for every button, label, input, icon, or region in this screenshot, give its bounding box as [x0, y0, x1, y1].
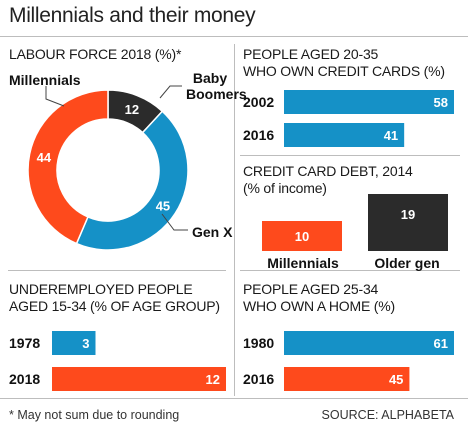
debt-value-older-gen: 19: [401, 207, 415, 222]
cc-cat-2002: 2002: [243, 94, 275, 110]
label-gen-x: Gen X: [192, 224, 233, 240]
cc-cat-2016: 2016: [243, 127, 275, 143]
debt-title-line-1: CREDIT CARD DEBT, 2014: [243, 163, 413, 179]
underemployed-title-line-1: UNDEREMPLOYED PEOPLE: [9, 281, 193, 297]
cc-value-2002: 58: [434, 95, 448, 110]
ue-value-1978: 3: [82, 336, 89, 351]
donut-value-gen-x: 45: [156, 199, 170, 214]
ue-bar-2018: [52, 367, 226, 391]
cc-bar-2016: [284, 123, 405, 147]
home-value-1980: 61: [434, 336, 448, 351]
bottom-divider: [0, 398, 468, 399]
right-divider-1: [240, 155, 460, 156]
home-title: PEOPLE AGED 25-34 WHO OWN A HOME (%): [243, 281, 463, 315]
labour-force-title: LABOUR FORCE 2018 (%)*: [9, 46, 182, 62]
ue-cat-1978: 1978: [9, 335, 41, 351]
ue-bar-1978: [52, 331, 96, 355]
leader-line-baby-boomers: [159, 85, 182, 99]
underemployed-title-line-2: AGED 15-34 (% of age group): [9, 298, 220, 314]
debt-cat-millennials: Millennials: [267, 255, 339, 271]
cc-value-2016: 41: [384, 128, 398, 143]
leader-line-millennials: [45, 86, 65, 107]
right-divider-2: [240, 270, 460, 271]
credit-cards-title-line-2: WHO OWN CREDIT CARDS (%): [243, 63, 445, 79]
debt-bar-older-gen: [368, 194, 448, 251]
label-baby-boomers: Baby Boomers: [186, 70, 247, 102]
label-baby-boomers-part: Boomers: [186, 86, 247, 102]
label-baby-boomers-part: Baby: [192, 70, 228, 86]
debt-title-line-2: (% of income): [243, 180, 327, 196]
home-title-line-2: WHO OWN A HOME (%): [243, 298, 395, 314]
home-cat-1980: 1980: [243, 335, 275, 351]
donut-value-millennials: 44: [37, 150, 52, 165]
donut-slice-millennials: [27, 89, 109, 245]
left-divider: [8, 270, 226, 271]
debt-value-millennials: 10: [295, 229, 309, 244]
donut-slice-gen-x: [75, 110, 189, 251]
donut-value-baby-boomers: 12: [125, 102, 139, 117]
home-cat-2016: 2016: [243, 371, 275, 387]
debt-cat-older-gen: Older gen: [374, 255, 440, 271]
home-title-line-1: PEOPLE AGED 25-34: [243, 281, 379, 297]
label-millennials: Millennials: [9, 72, 81, 88]
ue-value-2018: 12: [206, 372, 220, 387]
cc-bar-2002: [284, 90, 454, 114]
home-value-2016: 45: [389, 372, 403, 387]
footnote: * May not sum due to rounding: [9, 408, 180, 422]
page-title: Millennials and their money: [9, 4, 256, 27]
debt-title: CREDIT CARD DEBT, 2014 (% of income): [243, 163, 463, 197]
top-divider: [0, 36, 468, 37]
leader-line-gen-x: [161, 213, 188, 231]
underemployed-title: UNDEREMPLOYED PEOPLE AGED 15-34 (% of ag…: [9, 281, 234, 315]
credit-cards-title-line-1: PEOPLE AGED 20-35: [243, 46, 379, 62]
source-credit: SOURCE: ALPHABETA: [321, 408, 454, 422]
debt-bar-millennials: [262, 221, 342, 251]
home-bar-2016: [284, 367, 410, 391]
credit-cards-title: PEOPLE AGED 20-35 WHO OWN CREDIT CARDS (…: [243, 46, 463, 80]
ue-cat-2018: 2018: [9, 371, 41, 387]
center-divider: [234, 44, 235, 396]
home-bar-1980: [284, 331, 454, 355]
